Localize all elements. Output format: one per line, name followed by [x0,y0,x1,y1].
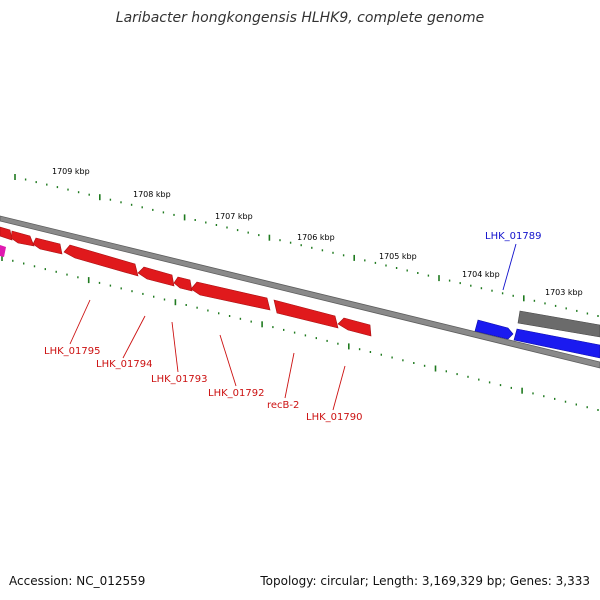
kbp-label: 1704 kbp [462,270,500,279]
gene-label[interactable]: LHK_01790 [306,412,362,423]
leader-line [332,365,346,411]
kbp-label: 1706 kbp [297,233,335,242]
genome-backbone [0,215,600,369]
gene-arrow[interactable] [190,281,271,311]
leader-line [69,299,91,345]
leader-line [219,334,237,387]
kbp-label: 1705 kbp [379,252,417,261]
gene-label-group: LHK_01795 LHK_01794 LHK_01793 LHK_01792 … [44,231,541,423]
leader-line [502,243,517,291]
gene-label[interactable]: LHK_01793 [151,374,207,385]
gene-label[interactable]: LHK_01792 [208,388,264,399]
gene-arrow[interactable] [0,226,13,241]
gene-arrow[interactable] [273,299,339,329]
kbp-label: 1707 kbp [215,212,253,221]
gene-arrow[interactable] [173,276,193,292]
gene-arrow[interactable] [337,317,372,337]
gene-arrow[interactable] [0,245,6,257]
gene-arrow[interactable] [10,230,35,247]
gene-arrow[interactable] [474,319,514,340]
gene-label[interactable]: LHK_01794 [96,359,152,370]
gene-label[interactable]: LHK_01789 [485,231,541,242]
gene-label[interactable]: recB-2 [267,400,299,411]
map-title: Laribacter hongkongensis HLHK9, complete… [115,10,485,26]
gene-label[interactable]: LHK_01795 [44,346,100,357]
leader-line [284,352,295,399]
accession-text: Accession: NC_012559 [9,574,146,588]
leader-line [122,315,146,359]
outer-tick-track [14,174,599,317]
gene-arrow[interactable] [517,310,600,338]
inner-tick-track [1,255,599,411]
forward-strand-genes [474,310,600,359]
label-leader-lines [69,243,517,411]
kbp-label: 1708 kbp [133,190,171,199]
kbp-label: 1709 kbp [52,167,90,176]
reverse-strand-genes [0,226,372,337]
gene-arrow[interactable] [137,266,175,287]
gene-arrow[interactable] [32,237,63,255]
leader-line [171,321,179,373]
kbp-label-group: 1709 kbp 1708 kbp 1707 kbp 1706 kbp 1705… [52,167,583,297]
backbone-strand [0,215,600,369]
genome-summary-text: Topology: circular; Length: 3,169,329 bp… [260,574,590,588]
gene-arrow[interactable] [513,328,600,359]
gene-arrow[interactable] [63,244,139,277]
kbp-label: 1703 kbp [545,288,583,297]
